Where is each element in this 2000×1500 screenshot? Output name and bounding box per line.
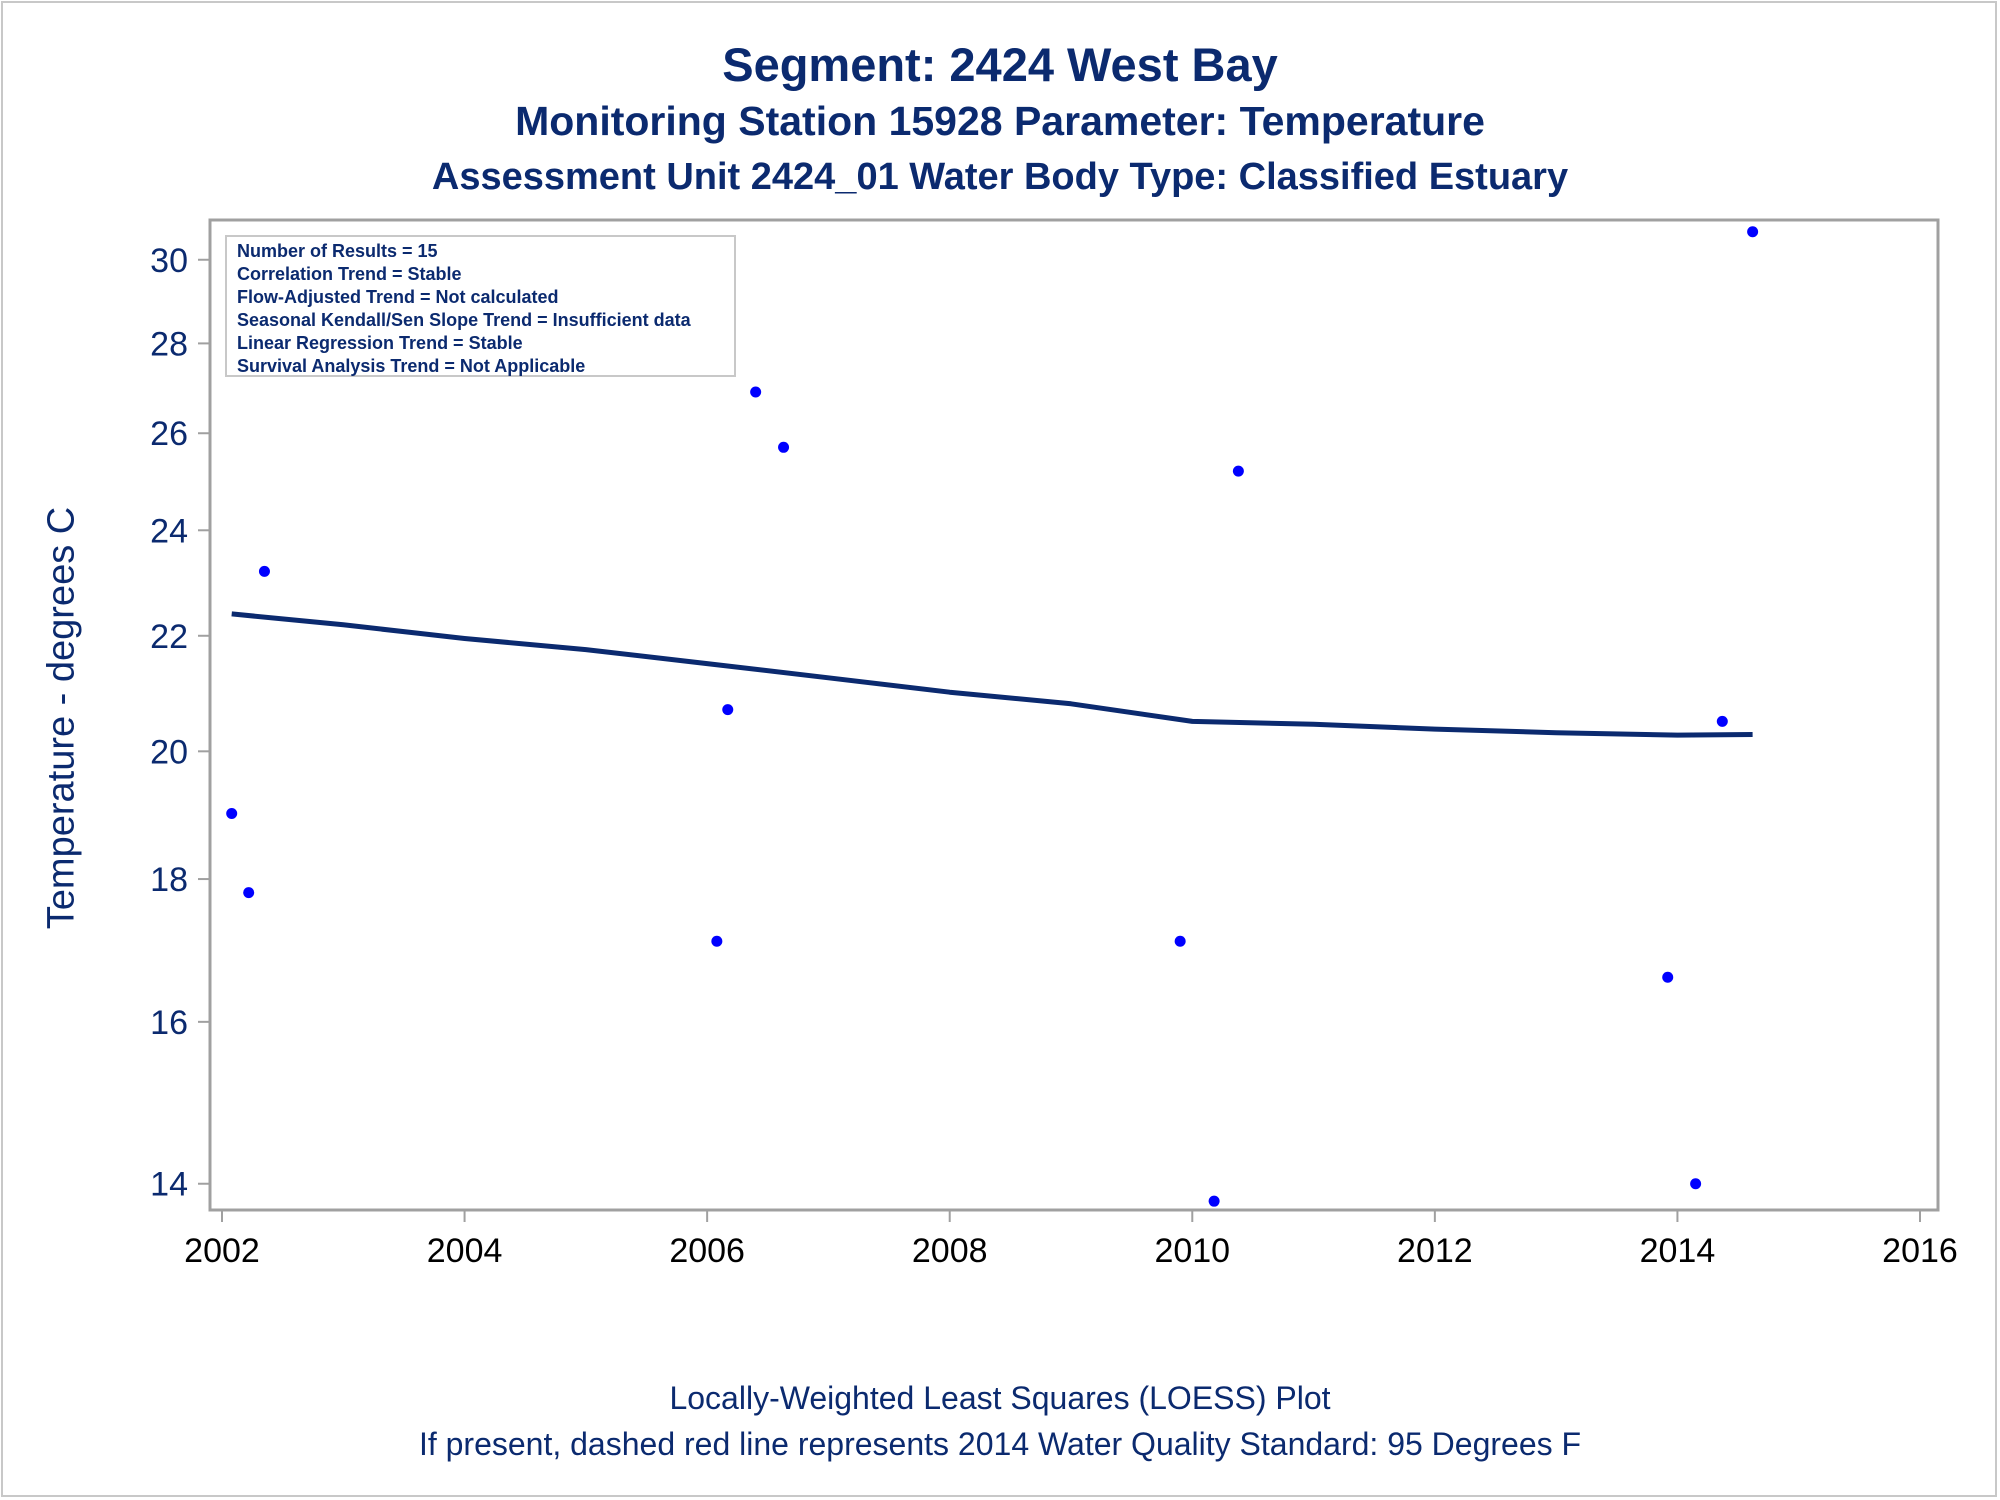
- data-point: [722, 704, 734, 716]
- y-tick-label: 30: [150, 242, 188, 280]
- y-tick-label: 28: [150, 325, 188, 363]
- data-point: [1747, 226, 1759, 238]
- legend-box: Number of Results = 15 Correlation Trend…: [225, 235, 736, 377]
- legend-line-linear-regression: Linear Regression Trend = Stable: [237, 333, 523, 353]
- chart-subtitle-2: Assessment Unit 2424_01 Water Body Type:…: [431, 156, 1569, 198]
- legend-line-results: Number of Results = 15: [237, 241, 438, 261]
- data-point: [1716, 715, 1728, 727]
- legend-line-survival: Survival Analysis Trend = Not Applicable: [237, 356, 586, 376]
- data-point: [778, 441, 790, 453]
- footnote-standard: If present, dashed red line represents 2…: [418, 1426, 1582, 1462]
- chart-subtitle: Monitoring Station 15928 Parameter: Temp…: [515, 98, 1485, 144]
- chart-title: Segment: 2424 West Bay: [722, 38, 1278, 91]
- y-tick-label: 20: [150, 733, 188, 771]
- legend-line-flow-adjusted: Flow-Adjusted Trend = Not calculated: [237, 287, 559, 307]
- x-tick-label: 2008: [912, 1232, 988, 1270]
- y-tick-label: 16: [150, 1004, 188, 1042]
- x-tick-label: 2004: [427, 1232, 503, 1270]
- data-point: [711, 935, 723, 947]
- data-point: [1690, 1178, 1702, 1190]
- data-point: [1208, 1195, 1220, 1207]
- legend-line-correlation: Correlation Trend = Stable: [237, 264, 462, 284]
- data-point: [1662, 971, 1674, 983]
- data-point: [1174, 935, 1186, 947]
- y-tick-label: 22: [150, 618, 188, 656]
- y-tick-label: 26: [150, 415, 188, 453]
- legend-line-seasonal-kendall: Seasonal Kendall/Sen Slope Trend = Insuf…: [237, 310, 691, 330]
- y-tick-label: 18: [150, 861, 188, 899]
- x-tick-label: 2006: [669, 1232, 745, 1270]
- y-tick-label: 14: [150, 1166, 188, 1204]
- x-tick-label: 2010: [1154, 1232, 1230, 1270]
- y-tick-label: 24: [150, 512, 188, 550]
- data-point: [243, 887, 255, 899]
- data-point: [258, 565, 270, 577]
- data-point: [750, 386, 762, 398]
- x-tick-label: 2002: [184, 1232, 260, 1270]
- x-tick-label: 2016: [1882, 1232, 1958, 1270]
- plot-frame: [208, 218, 1940, 1212]
- data-point: [1232, 465, 1244, 477]
- footnote-loess: Locally-Weighted Least Squares (LOESS) P…: [669, 1380, 1331, 1416]
- x-tick-label: 2012: [1397, 1232, 1473, 1270]
- data-point: [226, 808, 238, 820]
- x-tick-label: 2014: [1640, 1232, 1716, 1270]
- loess-curve: [231, 611, 1753, 738]
